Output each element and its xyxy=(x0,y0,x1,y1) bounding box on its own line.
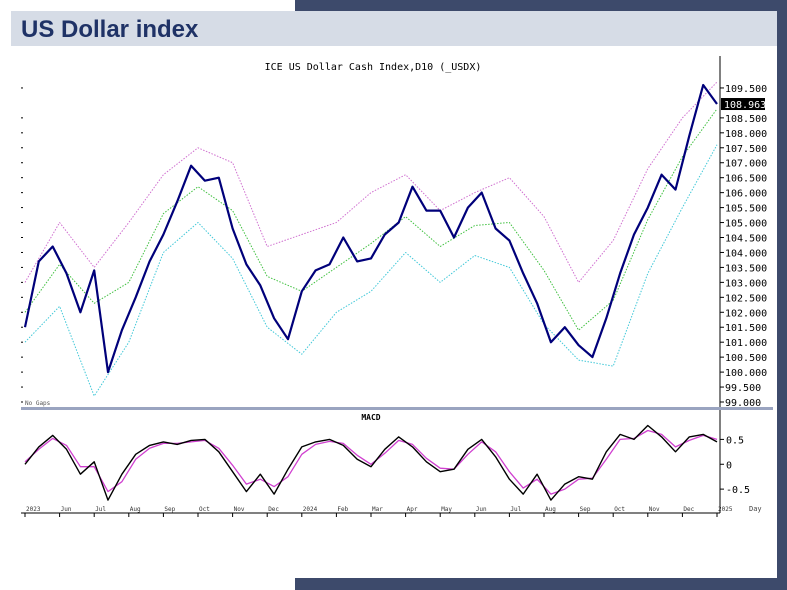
price-y-tick-label: 108.500 xyxy=(725,114,767,125)
x-axis-unit-label: Day xyxy=(749,505,762,513)
price-y-tick-label: 105.500 xyxy=(725,204,767,215)
x-tick-label: Nov xyxy=(234,506,245,513)
price-series-lines xyxy=(23,81,718,397)
x-tick-label: Feb xyxy=(337,506,348,513)
x-tick-label: Jun xyxy=(61,506,72,513)
price-y-tick-label: 106.000 xyxy=(725,189,767,200)
x-tick-label: May xyxy=(441,506,452,513)
macd-panel: MACD 0.50-0.5 2023 Jun Jul Aug Sep Oct Nov Dec 2… xyxy=(21,410,773,517)
slide-title: US Dollar index xyxy=(21,16,199,43)
price-y-tick-label: 100.000 xyxy=(725,368,767,379)
macd-y-tick-label: 0.5 xyxy=(726,435,744,446)
x-tick-label: Oct xyxy=(199,506,210,513)
price-y-tick-label: 104.500 xyxy=(725,234,767,245)
macd-series-signal-line xyxy=(24,429,718,495)
x-tick-label: Jul xyxy=(95,506,106,513)
price-series-upper-band-line xyxy=(24,81,718,283)
price-y-tick-label: 109.500 xyxy=(725,84,767,95)
x-tick-label: Jun xyxy=(476,506,487,513)
price-y-tick-label: 103.000 xyxy=(725,278,767,289)
x-tick-label: 2023 xyxy=(26,506,41,513)
chart-area: ICE US Dollar Cash Index,D10 (_USDX) No … xyxy=(21,56,773,517)
slide: US Dollar index ICE US Dollar Cash Index… xyxy=(11,11,777,578)
price-y-tick-label: 105.000 xyxy=(725,219,767,230)
last-value-marker: 108.963 xyxy=(721,98,766,111)
x-tick-label: Aug xyxy=(545,506,556,513)
no-gaps-label: No Gaps xyxy=(25,400,51,407)
price-y-tick-label: 106.500 xyxy=(725,174,767,185)
macd-series-macd-line xyxy=(24,424,718,501)
price-y-tick-label: 107.000 xyxy=(725,159,767,170)
price-y-tick-label: 99.000 xyxy=(725,398,761,409)
price-y-tick-label: 102.500 xyxy=(725,293,767,304)
macd-y-tick-label: 0 xyxy=(726,460,732,471)
x-tick-label: 2025 xyxy=(718,506,733,513)
x-tick-label: Nov xyxy=(649,506,660,513)
x-tick-label: Dec xyxy=(268,506,279,513)
last-value-box xyxy=(721,98,765,111)
price-y-tick-label: 108.000 xyxy=(725,129,767,140)
x-tick-label: Sep xyxy=(164,506,175,513)
x-tick-label: Dec xyxy=(683,506,694,513)
price-series-middle-band-line xyxy=(24,108,718,331)
price-y-tick-label: 99.500 xyxy=(725,383,761,394)
macd-title: MACD xyxy=(361,413,380,422)
price-y-tick-label: 101.000 xyxy=(725,338,767,349)
macd-y-tick-label: -0.5 xyxy=(726,485,750,496)
price-y-ticks: 109.500 108.500 108.000 107.500 107.000 106.5… xyxy=(21,84,767,409)
panel-separator xyxy=(21,407,773,410)
x-tick-label: Jul xyxy=(510,506,521,513)
price-panel: ICE US Dollar Cash Index,D10 (_USDX) No … xyxy=(21,56,773,409)
x-tick-label: Sep xyxy=(580,506,591,513)
x-tick-label: Apr xyxy=(407,506,418,513)
price-panel-background xyxy=(21,56,773,407)
price-chart-title: ICE US Dollar Cash Index,D10 (_USDX) xyxy=(265,62,482,73)
last-value-label: 108.963 xyxy=(724,100,766,111)
price-y-tick-label: 104.000 xyxy=(725,248,767,259)
price-y-tick-label: 100.500 xyxy=(725,353,767,364)
macd-series-lines xyxy=(24,424,718,501)
price-y-tick-label: 103.500 xyxy=(725,263,767,274)
title-bar: US Dollar index xyxy=(11,11,777,46)
price-series-price-line xyxy=(23,83,718,374)
x-tick-label: Mar xyxy=(372,506,383,513)
price-y-tick-label: 101.500 xyxy=(725,323,767,334)
x-tick-label: Oct xyxy=(614,506,625,513)
x-tick-label: 2024 xyxy=(303,506,318,513)
macd-panel-background xyxy=(21,410,773,515)
price-y-tick-label: 102.000 xyxy=(725,308,767,319)
x-tick-label: Aug xyxy=(130,506,141,513)
macd-y-ticks: 0.5 0 -0.5 xyxy=(720,435,750,496)
price-y-tick-label: 107.500 xyxy=(725,144,767,155)
macd-x-ticks: 2023 Jun Jul Aug Sep Oct Nov Dec 2024 Feb Mar Apr Ma… xyxy=(24,506,733,517)
